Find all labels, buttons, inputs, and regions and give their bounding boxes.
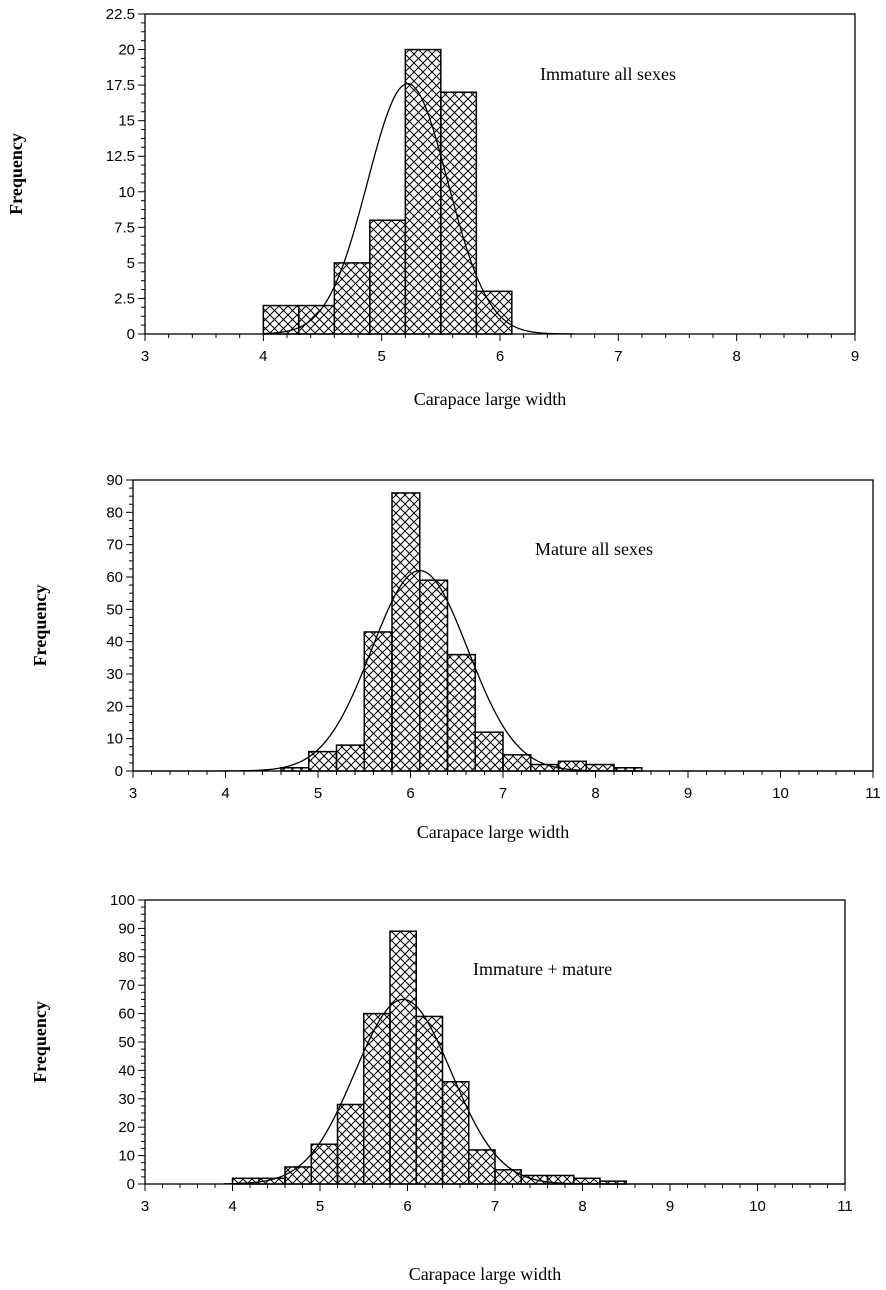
x-tick-label: 8 — [732, 348, 740, 365]
y-tick-label: 22.5 — [106, 6, 135, 23]
panel-annotation: Mature all sexes — [535, 539, 653, 559]
normal-fit-curve — [263, 83, 574, 335]
x-tick-label: 4 — [221, 785, 229, 802]
y-tick-label: 100 — [110, 892, 135, 909]
x-axis-title: Carapace large width — [417, 822, 570, 842]
histogram-bar — [369, 219, 407, 335]
histogram-bar — [404, 48, 442, 335]
x-tick-label: 10 — [772, 785, 789, 802]
y-axis-title: Frequency — [30, 585, 50, 667]
y-tick-label: 20 — [106, 698, 123, 715]
histogram-bar — [474, 731, 504, 772]
y-tick-label: 30 — [118, 1091, 135, 1108]
chart-panel-2: 3 4 5 6 7 8 9 10 11 0 10 20 30 40 50 60 70 80 90 Carapace l… — [30, 472, 881, 842]
y-tick-label: 80 — [106, 504, 123, 521]
y-tick-label: 40 — [118, 1062, 135, 1079]
histogram-bar — [298, 304, 336, 335]
histogram-bar — [391, 492, 421, 772]
y-tick-label: 2.5 — [114, 290, 135, 307]
y-tick-label: 30 — [106, 666, 123, 683]
x-tick-label: 3 — [141, 1198, 149, 1215]
y-tick-label: 15 — [118, 113, 135, 130]
histogram-bar — [494, 1169, 522, 1185]
y-tick-label: 70 — [118, 977, 135, 994]
y-tick-label: 20 — [118, 1119, 135, 1136]
x-tick-label: 5 — [377, 348, 385, 365]
x-tick-label: 4 — [259, 348, 267, 365]
panel-annotation: Immature all sexes — [540, 64, 676, 84]
y-tick-label: 90 — [118, 920, 135, 937]
y-tick-label: 10 — [118, 184, 135, 201]
panel-annotation: Immature + mature — [473, 959, 612, 979]
y-tick-label: 17.5 — [106, 77, 135, 94]
y-tick-label: 80 — [118, 949, 135, 966]
histogram-bar — [336, 1103, 365, 1185]
y-tick-label: 10 — [118, 1148, 135, 1165]
x-tick-label: 6 — [403, 1198, 411, 1215]
x-axis-title: Carapace large width — [414, 389, 567, 409]
y-tick-label: 20 — [118, 42, 135, 59]
x-tick-label: 7 — [499, 785, 507, 802]
x-tick-label: 4 — [228, 1198, 236, 1215]
histogram-bar — [441, 1081, 470, 1185]
x-tick-label: 8 — [578, 1198, 586, 1215]
chart-panel-1: 3 4 5 6 7 8 9 0 2.5 5 7.5 10 12.5 15 17.5 20 22.5 Carapac… — [6, 6, 859, 409]
x-tick-label: 7 — [614, 348, 622, 365]
histogram-bar — [284, 1166, 312, 1185]
x-tick-label: 9 — [666, 1198, 674, 1215]
x-tick-label: 6 — [406, 785, 414, 802]
histogram-bar — [468, 1149, 496, 1185]
y-tick-label: 0 — [115, 763, 123, 780]
x-tick-label: 7 — [491, 1198, 499, 1215]
y-tick-label: 5 — [127, 255, 135, 272]
x-tick-label: 9 — [851, 348, 859, 365]
histogram-bar — [335, 744, 365, 772]
y-tick-label: 40 — [106, 634, 123, 651]
histogram-bar — [530, 763, 560, 772]
y-tick-label: 50 — [118, 1034, 135, 1051]
y-axis-title: Frequency — [6, 133, 26, 215]
y-tick-label: 60 — [118, 1006, 135, 1023]
x-tick-label: 5 — [314, 785, 322, 802]
y-tick-label: 7.5 — [114, 219, 135, 236]
y-tick-label: 0 — [127, 326, 135, 343]
x-tick-label: 9 — [684, 785, 692, 802]
histogram-bar — [363, 631, 393, 772]
x-tick-label: 8 — [591, 785, 599, 802]
histogram-bar — [333, 262, 371, 335]
histogram-bar — [502, 754, 532, 772]
x-tick-label: 11 — [837, 1198, 853, 1215]
x-tick-label: 3 — [129, 785, 137, 802]
y-tick-label: 10 — [106, 731, 123, 748]
y-tick-label: 70 — [106, 537, 123, 554]
y-tick-label: 50 — [106, 601, 123, 618]
histogram-bar — [419, 579, 449, 772]
chart-panel-3: 3 4 5 6 7 8 9 10 11 0 10 20 30 40 50 60 70 80 90 100 Carapac… — [30, 892, 853, 1284]
histogram-bar — [389, 930, 417, 1185]
x-tick-label: 3 — [141, 348, 149, 365]
y-tick-label: 12.5 — [106, 148, 135, 165]
plot-frame — [144, 899, 846, 1185]
histogram-bar — [415, 1015, 444, 1185]
y-tick-label: 60 — [106, 569, 123, 586]
y-tick-label: 0 — [127, 1176, 135, 1193]
x-axis-title: Carapace large width — [409, 1264, 562, 1284]
histogram-bar — [475, 290, 513, 335]
histogram-bar — [440, 91, 478, 335]
histogram-bar — [363, 1012, 391, 1185]
plot-frame — [144, 13, 856, 335]
y-axis-title: Frequency — [30, 1001, 50, 1083]
histogram-bar — [446, 653, 476, 772]
x-tick-label: 6 — [496, 348, 504, 365]
x-tick-label: 10 — [749, 1198, 766, 1215]
x-tick-label: 11 — [865, 785, 881, 802]
x-tick-label: 5 — [316, 1198, 324, 1215]
y-tick-label: 90 — [106, 472, 123, 489]
